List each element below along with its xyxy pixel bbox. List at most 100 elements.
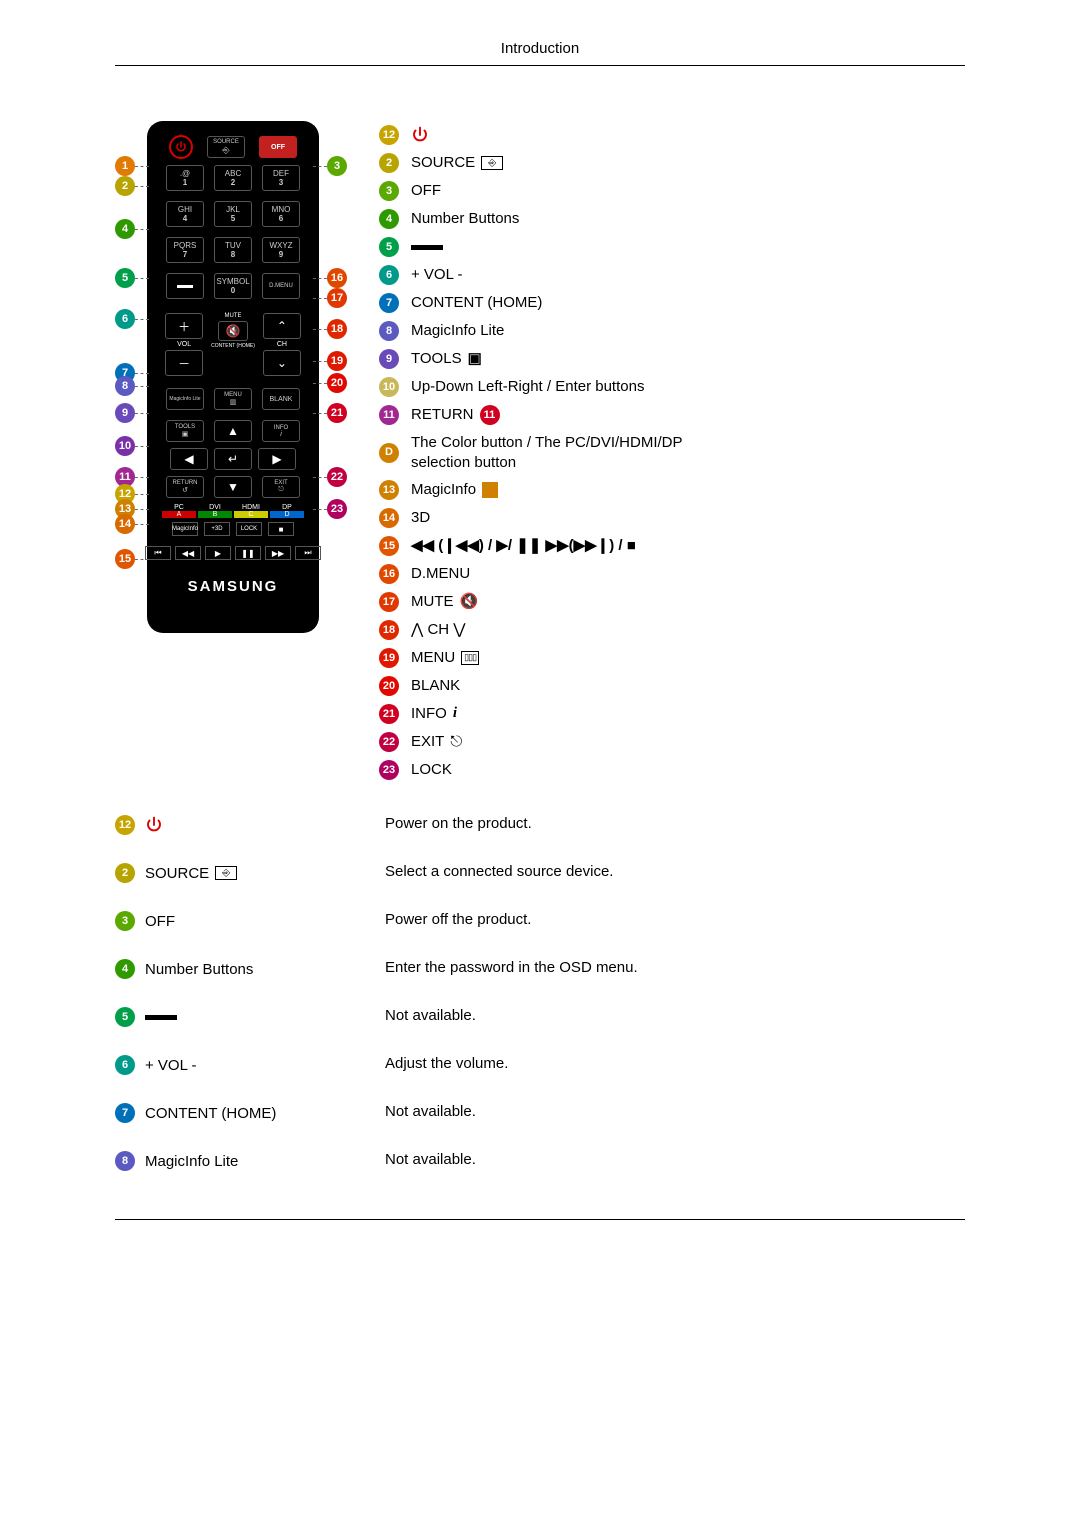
desc-key-label: SOURCE ⎆ (145, 865, 237, 882)
legend-label: Number Buttons (411, 209, 519, 229)
legend-badge: 22 (379, 732, 399, 752)
legend-label: ◀◀ (❙◀◀) / ▶/ ❚❚ ▶▶(▶▶❙) / ■ (411, 536, 636, 556)
legend-label (411, 126, 429, 144)
desc-key-4: 4Number Buttons (115, 959, 375, 979)
legend-badge: 18 (379, 620, 399, 640)
desc-text-7: Not available. (385, 1103, 965, 1123)
callout-21: 21 (327, 403, 347, 423)
desc-text-6: Adjust the volume. (385, 1055, 965, 1075)
color-buttons: PCA DVIB HDMIC DPD (162, 504, 304, 518)
legend-item-2: 2 SOURCE ⎆ (379, 153, 741, 173)
legend-item-13: 13MagicInfo (379, 480, 741, 500)
legend-label: SOURCE ⎆ (411, 153, 503, 173)
legend-badge: 2 (379, 153, 399, 173)
callout-19: 19 (327, 351, 347, 371)
legend-item-7: 7CONTENT (HOME) (379, 293, 741, 313)
desc-key-label: OFF (145, 913, 175, 930)
legend-label: MagicInfo (411, 480, 498, 500)
legend-label: RETURN 11 (411, 405, 500, 425)
desc-key-7: 7 CONTENT (HOME) (115, 1103, 375, 1123)
desc-key-2: 2 SOURCE ⎆ (115, 863, 375, 883)
callout-16: 16 (327, 268, 347, 288)
page-header: Introduction (115, 40, 965, 66)
legend-badge: 12 (379, 125, 399, 145)
legend-label: The Color button / The PC/DVI/HDMI/DP se… (411, 433, 741, 472)
desc-text-5: Not available. (385, 1007, 965, 1027)
legend-badge: 21 (379, 704, 399, 724)
desc-badge: 4 (115, 959, 135, 979)
legend-item-21: 21INFO i (379, 704, 741, 724)
legend-label: TOOLS ▣ (411, 349, 482, 369)
legend-badge: 7 (379, 293, 399, 313)
legend-label: MagicInfo Lite (411, 321, 504, 341)
desc-text-12: Power on the product. (385, 815, 965, 835)
desc-key-12: 12 (115, 815, 375, 835)
legend-label: + VOL - (411, 265, 463, 285)
legend-item-3: 3OFF (379, 181, 741, 201)
number-pad: .@1ABC2DEF3 GHI4JKL5MNO6 PQRS7TUV8WXYZ9 … (166, 165, 300, 305)
right-callouts: 31617181920212223 (327, 121, 351, 633)
desc-badge: 8 (115, 1151, 135, 1171)
legend-badge: 16 (379, 564, 399, 584)
remote-and-legend: 12456789101112131415 SOURCE ⎆ OFF .@1ABC… (115, 121, 965, 780)
legend-label (411, 245, 443, 250)
footer-rule (115, 1219, 965, 1220)
legend-item-20: 20 BLANK (379, 676, 741, 696)
desc-key-6: 6+ VOL - (115, 1055, 375, 1075)
legend-badge: 19 (379, 648, 399, 668)
callout-3: 3 (327, 156, 347, 176)
legend-item-8: 8MagicInfo Lite (379, 321, 741, 341)
legend-label: LOCK (411, 760, 452, 780)
desc-key-label: CONTENT (HOME) (145, 1105, 276, 1122)
legend-badge: 6 (379, 265, 399, 285)
legend-list: 12 2SOURCE ⎆3OFF4Number Buttons5 6+ VOL … (379, 121, 741, 780)
desc-key-8: 8 MagicInfo Lite (115, 1151, 375, 1171)
callout-2: 2 (115, 176, 135, 196)
off-button: OFF (259, 136, 297, 158)
legend-badge: 3 (379, 181, 399, 201)
legend-item-11: 11 RETURN 11 (379, 405, 741, 425)
legend-badge: 14 (379, 508, 399, 528)
brand-label: SAMSUNG (188, 578, 279, 595)
callout-14: 14 (115, 514, 135, 534)
desc-badge: 2 (115, 863, 135, 883)
legend-item-15: 15 ◀◀ (❙◀◀) / ▶/ ❚❚ ▶▶(▶▶❙) / ■ (379, 536, 741, 556)
legend-label: Up-Down Left-Right / Enter buttons (411, 377, 644, 397)
desc-key-label: MagicInfo Lite (145, 1153, 238, 1170)
legend-label: MUTE 🔇 (411, 592, 478, 612)
legend-label: BLANK (411, 676, 460, 696)
callout-8: 8 (115, 376, 135, 396)
legend-item-17: 17MUTE 🔇 (379, 592, 741, 612)
source-button: SOURCE ⎆ (207, 136, 245, 158)
callout-5: 5 (115, 268, 135, 288)
legend-item-16: 16 D.MENU (379, 564, 741, 584)
legend-label: D.MENU (411, 564, 470, 584)
desc-key-label: + VOL - (145, 1057, 197, 1074)
legend-item-6: 6 + VOL - (379, 265, 741, 285)
legend-item-18: 18⋀ CH ⋁ (379, 620, 741, 640)
legend-item-D: DThe Color button / The PC/DVI/HDMI/DP s… (379, 433, 741, 472)
descriptions-table: 12 Power on the product.2SOURCE ⎆Select … (115, 815, 965, 1171)
legend-label: 3D (411, 508, 430, 528)
legend-item-14: 14 3D (379, 508, 741, 528)
callout-18: 18 (327, 319, 347, 339)
remote-control: SOURCE ⎆ OFF .@1ABC2DEF3 GHI4JKL5MNO6 PQ… (147, 121, 319, 633)
legend-item-9: 9TOOLS ▣ (379, 349, 741, 369)
legend-label: EXIT ⎋ (411, 732, 462, 752)
desc-key-label (145, 1015, 177, 1020)
legend-label: MENU ▯▯▯ (411, 648, 479, 668)
legend-item-5: 5 (379, 237, 741, 257)
page-title: Introduction (501, 40, 579, 57)
callout-9: 9 (115, 403, 135, 423)
desc-badge: 12 (115, 815, 135, 835)
callout-20: 20 (327, 373, 347, 393)
legend-badge: 11 (379, 405, 399, 425)
callout-22: 22 (327, 467, 347, 487)
desc-text-4: Enter the password in the OSD menu. (385, 959, 965, 979)
callout-15: 15 (115, 549, 135, 569)
legend-badge: 20 (379, 676, 399, 696)
desc-key-5: 5 (115, 1007, 375, 1027)
legend-item-23: 23LOCK (379, 760, 741, 780)
desc-badge: 7 (115, 1103, 135, 1123)
callout-10: 10 (115, 436, 135, 456)
